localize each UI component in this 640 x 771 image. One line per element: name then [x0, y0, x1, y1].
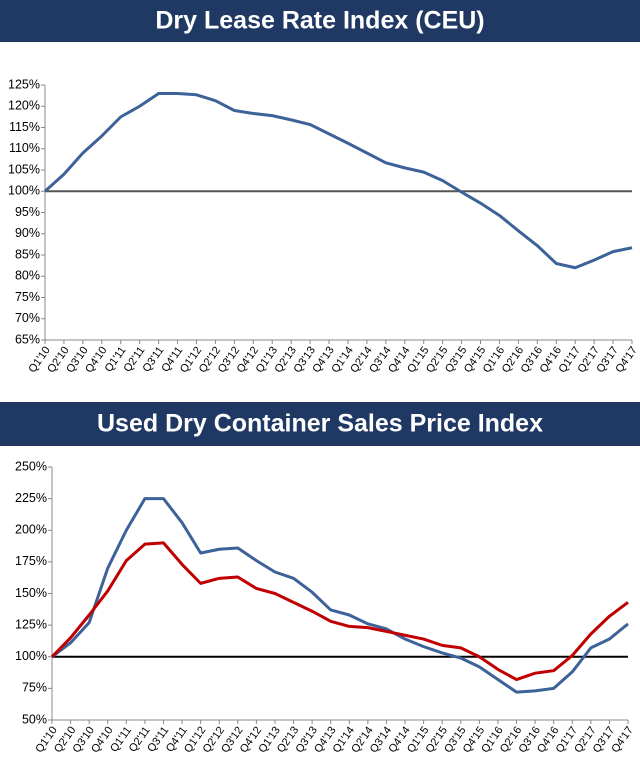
y-tick-label: 85% [15, 247, 40, 261]
y-tick-label: 200% [15, 523, 47, 537]
chart-title: Used Dry Container Sales Price Index [97, 410, 543, 438]
y-tick-label: 250% [15, 459, 47, 473]
y-tick-label: 90% [15, 226, 40, 240]
y-tick-label: 110% [9, 141, 40, 155]
y-tick-label: 175% [15, 554, 47, 568]
y-tick-label: 115% [9, 120, 40, 134]
y-tick-label: 70% [15, 311, 40, 325]
y-tick-label: 100% [8, 184, 40, 198]
y-tick-label: 65% [15, 332, 40, 346]
chart-title: Dry Lease Rate Index (CEU) [155, 7, 484, 35]
title-banner [0, 402, 640, 446]
y-tick-label: 95% [15, 205, 40, 219]
y-tick-label: 150% [15, 586, 47, 600]
y-tick-label: 105% [8, 162, 40, 176]
y-tick-label: 125% [8, 77, 40, 91]
y-tick-label: 50% [22, 712, 47, 726]
y-tick-label: 80% [15, 269, 40, 283]
y-tick-label: 125% [15, 617, 47, 631]
y-tick-label: 75% [22, 681, 47, 695]
series-line [51, 497, 629, 694]
series-line [50, 541, 629, 682]
y-tick-label: 225% [15, 491, 47, 505]
y-tick-label: 120% [8, 99, 40, 113]
y-tick-label: 100% [15, 649, 47, 663]
series-line [43, 92, 633, 270]
y-tick-label: 75% [15, 290, 40, 304]
title-banner [0, 0, 640, 42]
